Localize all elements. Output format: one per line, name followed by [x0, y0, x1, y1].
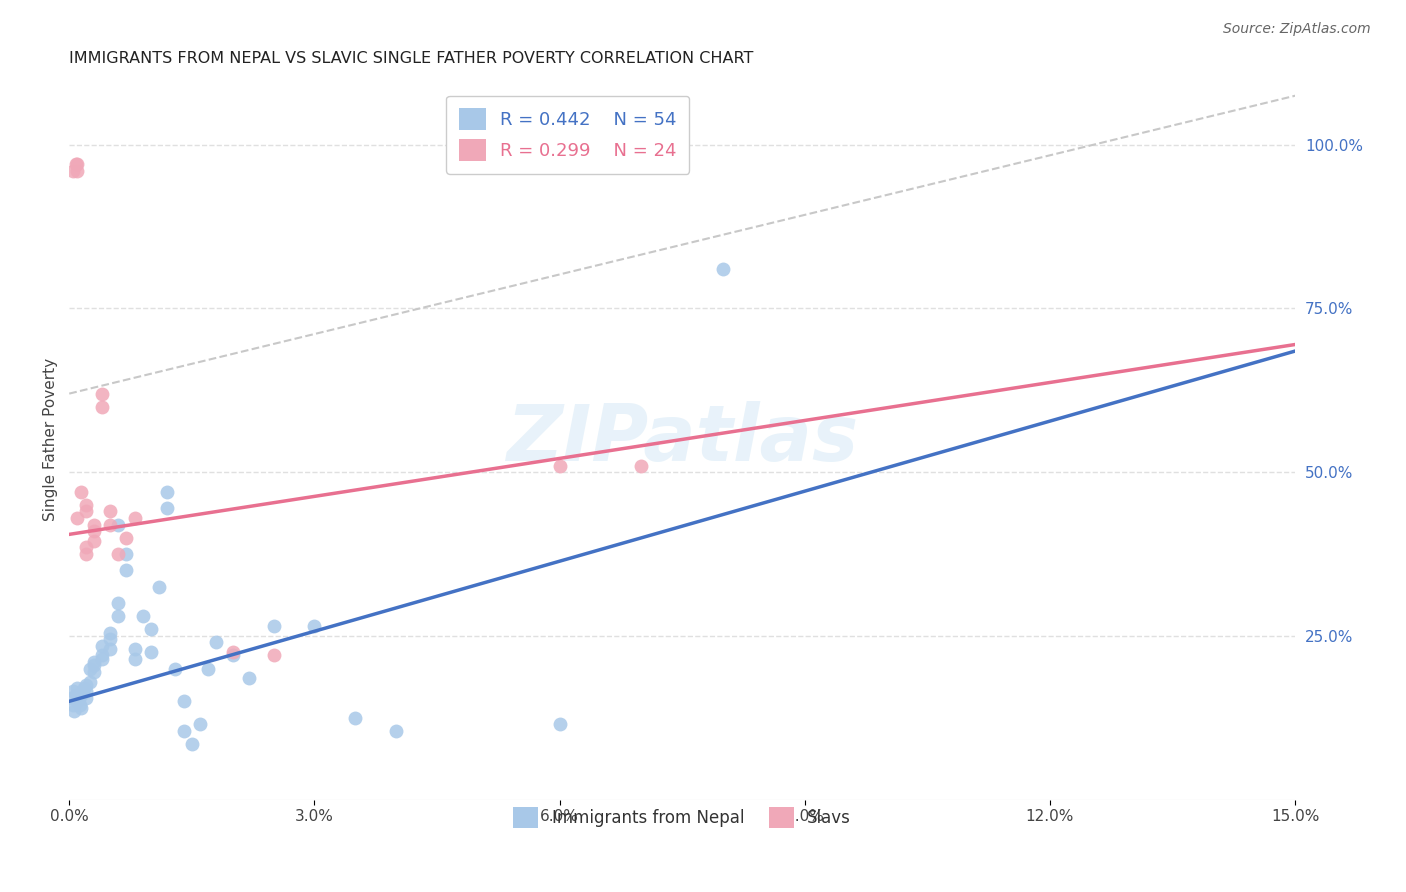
Point: [75, 691, 97, 706]
Y-axis label: Single Father Poverty: Single Father Poverty: [44, 358, 58, 521]
Point: [156, 484, 179, 499]
Point: [139, 622, 162, 636]
Point: [344, 711, 367, 725]
Point: [62, 698, 84, 712]
Point: [73, 681, 96, 696]
Point: [66, 157, 89, 171]
Point: [98, 517, 121, 532]
Legend: Immigrants from Nepal, Slavs: Immigrants from Nepal, Slavs: [506, 801, 858, 834]
Point: [180, 737, 202, 751]
Point: [98, 504, 121, 518]
Text: ZIPatlas: ZIPatlas: [506, 401, 858, 477]
Point: [70, 701, 93, 715]
Point: [124, 642, 146, 657]
Point: [65, 688, 87, 702]
Point: [548, 458, 571, 473]
Point: [66, 164, 89, 178]
Point: [630, 458, 652, 473]
Point: [62, 684, 84, 698]
Point: [90, 648, 112, 663]
Point: [70, 688, 93, 702]
Point: [90, 400, 112, 414]
Point: [62, 164, 84, 178]
Point: [711, 262, 734, 277]
Point: [90, 652, 112, 666]
Point: [67, 691, 90, 706]
Point: [90, 639, 112, 653]
Point: [139, 645, 162, 659]
Point: [107, 547, 129, 561]
Point: [75, 678, 97, 692]
Point: [75, 498, 97, 512]
Point: [173, 694, 195, 708]
Point: [548, 717, 571, 731]
Point: [263, 648, 285, 663]
Point: [205, 635, 228, 649]
Point: [124, 511, 146, 525]
Point: [115, 563, 138, 577]
Point: [385, 723, 408, 738]
Point: [69, 698, 91, 712]
Point: [75, 547, 97, 561]
Point: [75, 541, 97, 555]
Point: [304, 619, 326, 633]
Point: [79, 674, 101, 689]
Point: [238, 672, 260, 686]
Point: [165, 662, 187, 676]
Text: Source: ZipAtlas.com: Source: ZipAtlas.com: [1223, 22, 1371, 37]
Point: [197, 662, 219, 676]
Point: [221, 648, 243, 663]
Point: [221, 645, 243, 659]
Text: IMMIGRANTS FROM NEPAL VS SLAVIC SINGLE FATHER POVERTY CORRELATION CHART: IMMIGRANTS FROM NEPAL VS SLAVIC SINGLE F…: [69, 51, 754, 66]
Point: [115, 531, 138, 545]
Point: [83, 658, 105, 673]
Point: [132, 609, 155, 624]
Point: [156, 501, 179, 516]
Point: [98, 632, 121, 647]
Point: [90, 386, 112, 401]
Point: [66, 511, 89, 525]
Point: [70, 484, 93, 499]
Point: [107, 517, 129, 532]
Point: [83, 524, 105, 538]
Point: [188, 717, 211, 731]
Point: [59, 691, 82, 706]
Point: [124, 652, 146, 666]
Point: [79, 662, 101, 676]
Point: [107, 596, 129, 610]
Point: [98, 642, 121, 657]
Point: [66, 694, 89, 708]
Point: [83, 665, 105, 679]
Point: [148, 580, 170, 594]
Point: [83, 517, 105, 532]
Point: [115, 547, 138, 561]
Point: [63, 704, 86, 718]
Point: [65, 157, 87, 171]
Point: [66, 681, 89, 696]
Point: [98, 625, 121, 640]
Point: [263, 619, 285, 633]
Point: [75, 684, 97, 698]
Point: [173, 723, 195, 738]
Point: [107, 609, 129, 624]
Point: [83, 655, 105, 669]
Point: [83, 533, 105, 548]
Point: [75, 504, 97, 518]
